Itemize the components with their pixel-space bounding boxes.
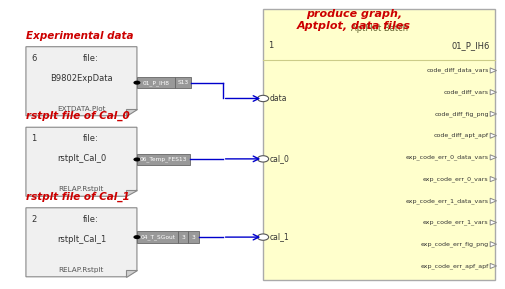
Text: 3: 3 <box>181 235 185 240</box>
Text: data: data <box>269 94 286 103</box>
Text: 2: 2 <box>31 215 36 224</box>
Text: RELAP.Rstplt: RELAP.Rstplt <box>59 267 104 273</box>
Polygon shape <box>126 110 137 116</box>
Text: 01_P_IH6: 01_P_IH6 <box>451 41 489 50</box>
Text: 04_T_SGout: 04_T_SGout <box>140 234 175 240</box>
Text: file:: file: <box>82 134 98 143</box>
Text: rstplt_Cal_1: rstplt_Cal_1 <box>57 235 106 244</box>
Text: rstplt_Cal_0: rstplt_Cal_0 <box>57 154 106 163</box>
Text: 06_Temp_FES13: 06_Temp_FES13 <box>139 157 187 162</box>
Text: S13: S13 <box>177 80 188 85</box>
Bar <box>137 231 178 243</box>
Bar <box>137 154 189 165</box>
Text: 01_P_IH8: 01_P_IH8 <box>142 80 169 86</box>
Polygon shape <box>489 133 495 138</box>
Text: code_diff_fig_png: code_diff_fig_png <box>433 111 488 117</box>
Polygon shape <box>489 263 495 268</box>
Text: rstplt file of Cal_1: rstplt file of Cal_1 <box>26 192 129 202</box>
Bar <box>137 77 174 88</box>
Polygon shape <box>489 68 495 73</box>
Text: 3: 3 <box>191 235 195 240</box>
Text: code_diff_vars: code_diff_vars <box>443 89 488 95</box>
Text: rstplt file of Cal_0: rstplt file of Cal_0 <box>26 111 129 121</box>
Text: file:: file: <box>82 215 98 224</box>
Text: 1: 1 <box>31 134 36 143</box>
Bar <box>174 77 190 88</box>
Text: code_diff_data_vars: code_diff_data_vars <box>425 68 488 73</box>
Polygon shape <box>489 90 495 95</box>
Text: B9802ExpData: B9802ExpData <box>50 74 113 83</box>
Text: 6: 6 <box>31 54 36 63</box>
Circle shape <box>133 81 140 85</box>
Polygon shape <box>26 47 137 116</box>
Text: Experimental data: Experimental data <box>26 31 133 41</box>
Polygon shape <box>489 177 495 182</box>
Text: exp_code_err_1_vars: exp_code_err_1_vars <box>422 220 488 225</box>
Text: code_diff_apt_apf: code_diff_apt_apf <box>433 133 488 138</box>
Text: file:: file: <box>82 54 98 63</box>
Text: exp_code_err_0_data_vars: exp_code_err_0_data_vars <box>405 155 488 160</box>
Circle shape <box>257 95 268 102</box>
Circle shape <box>257 156 268 162</box>
Text: cal_0: cal_0 <box>269 154 289 163</box>
Text: AptPlot Batch: AptPlot Batch <box>350 24 407 33</box>
Text: RELAP.Rstplt: RELAP.Rstplt <box>59 186 104 192</box>
Text: exp_code_err_fig_png: exp_code_err_fig_png <box>420 241 488 247</box>
Circle shape <box>257 234 268 240</box>
Text: produce graph,
Aptplot, data files: produce graph, Aptplot, data files <box>296 9 410 31</box>
Circle shape <box>133 158 140 162</box>
Polygon shape <box>26 127 137 196</box>
Polygon shape <box>489 220 495 225</box>
Bar <box>178 231 188 243</box>
Polygon shape <box>489 155 495 160</box>
Polygon shape <box>26 208 137 277</box>
Polygon shape <box>126 190 137 196</box>
Bar <box>188 231 198 243</box>
Polygon shape <box>489 111 495 116</box>
Text: exp_code_err_0_vars: exp_code_err_0_vars <box>422 176 488 182</box>
Polygon shape <box>489 242 495 247</box>
Bar <box>263 9 494 280</box>
Text: exp_code_err_1_data_vars: exp_code_err_1_data_vars <box>405 198 488 204</box>
Text: EXTDATA.Plot: EXTDATA.Plot <box>57 105 106 112</box>
Circle shape <box>133 235 140 239</box>
Text: 1: 1 <box>268 41 273 50</box>
Text: cal_1: cal_1 <box>269 233 289 242</box>
Polygon shape <box>126 271 137 277</box>
Text: exp_code_err_apf_apf: exp_code_err_apf_apf <box>420 263 488 269</box>
Polygon shape <box>489 198 495 203</box>
